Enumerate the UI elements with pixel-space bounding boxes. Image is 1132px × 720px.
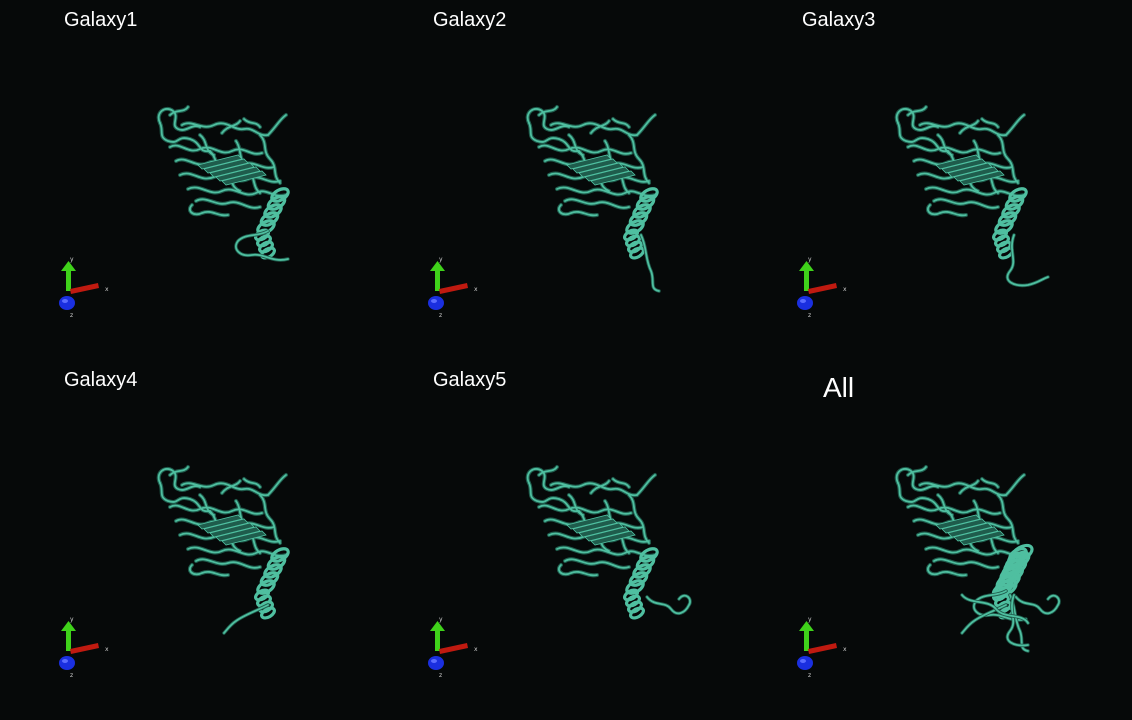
panel-title: Galaxy5 xyxy=(433,369,507,391)
x-axis-label: x xyxy=(474,646,478,653)
x-axis-label: x xyxy=(105,646,109,653)
protein-ribbon-icon xyxy=(525,105,661,293)
protein-ribbon-icon xyxy=(525,465,692,620)
z-axis-label: z xyxy=(808,312,811,319)
panel-title: All xyxy=(823,372,855,403)
xyz-axes-icon: y x z xyxy=(797,616,847,679)
y-axis-label: y xyxy=(808,616,812,623)
panel-title: Galaxy4 xyxy=(64,369,138,391)
x-axis-label: x xyxy=(843,646,847,653)
y-axis-label: y xyxy=(808,256,812,263)
z-axis-label: z xyxy=(70,312,73,319)
xyz-axes-icon: y x z xyxy=(59,616,109,679)
panel-galaxy3: Galaxy3 y x z xyxy=(738,0,1115,360)
protein-ribbon-icon xyxy=(894,465,1061,653)
xyz-axes-icon: y x z xyxy=(59,256,109,319)
z-axis-label: z xyxy=(808,672,811,679)
x-axis-label: x xyxy=(474,286,478,293)
protein-ribbon-icon xyxy=(156,105,290,262)
y-axis-label: y xyxy=(439,256,443,263)
xyz-axes-icon: y x z xyxy=(428,616,478,679)
x-axis-label: x xyxy=(843,286,847,293)
panel-galaxy4: Galaxy4 y x z xyxy=(0,360,377,720)
z-axis-label: z xyxy=(70,672,73,679)
x-axis-label: x xyxy=(105,286,109,293)
panel-title: Galaxy1 xyxy=(64,9,138,31)
y-axis-label: y xyxy=(70,256,74,263)
z-axis-label: z xyxy=(439,672,442,679)
z-axis-label: z xyxy=(439,312,442,319)
panel-galaxy5: Galaxy5 y x z xyxy=(369,360,746,720)
y-axis-label: y xyxy=(70,616,74,623)
panel-galaxy2: Galaxy2 y x z xyxy=(369,0,746,360)
panel-title: Galaxy2 xyxy=(433,9,507,31)
xyz-axes-icon: y x z xyxy=(428,256,478,319)
panel-galaxy1: Galaxy1 y x z xyxy=(0,0,377,360)
panel-title: Galaxy3 xyxy=(802,9,876,31)
xyz-axes-icon: y x z xyxy=(797,256,847,319)
panel-all: All y x z xyxy=(738,360,1115,720)
y-axis-label: y xyxy=(439,616,443,623)
protein-ribbon-icon xyxy=(156,465,290,635)
protein-ribbon-icon xyxy=(894,105,1050,288)
